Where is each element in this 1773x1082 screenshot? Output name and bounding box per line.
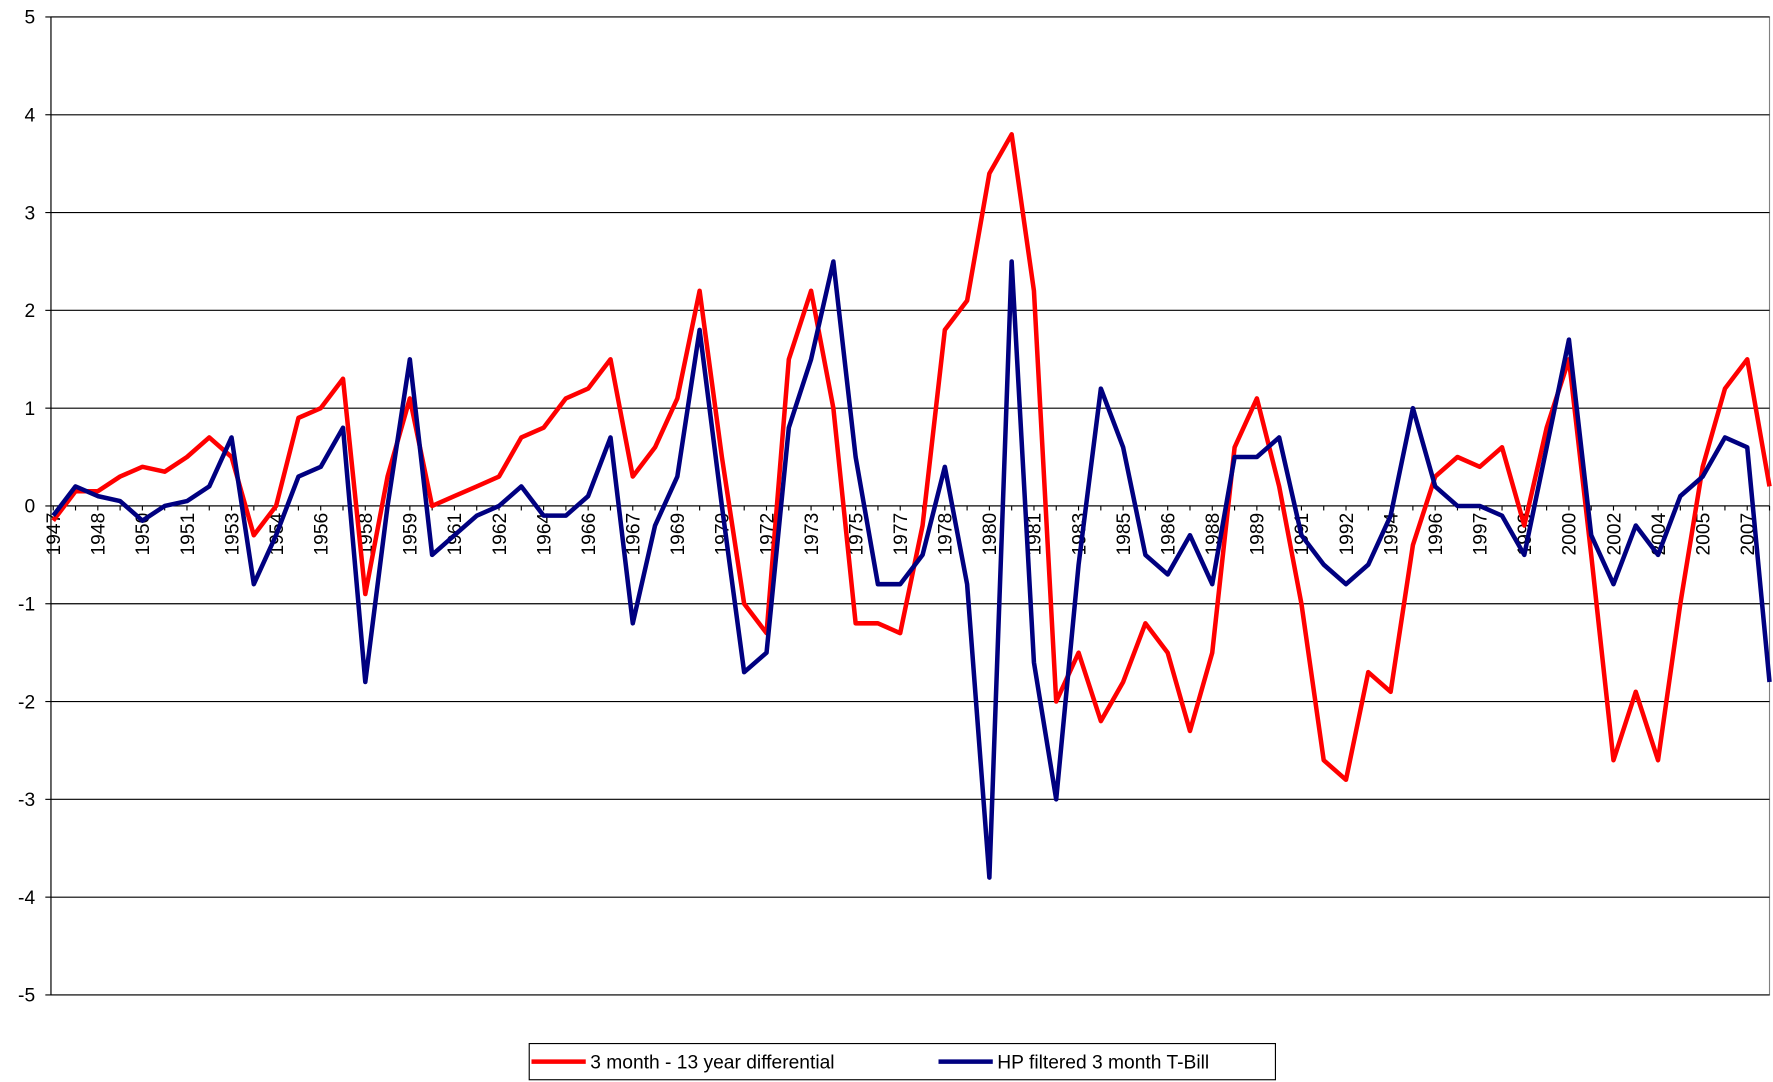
legend: 3 month - 13 year differential HP filtere…: [528, 1042, 1276, 1081]
x-tick-label: 1953: [222, 513, 243, 556]
x-tick-label: 1978: [936, 513, 957, 556]
y-tick-label: -3: [18, 790, 35, 811]
x-tick-label: 1975: [846, 513, 867, 556]
x-tick-label: 1966: [579, 513, 600, 556]
y-tick-label: 4: [24, 106, 35, 127]
x-tick-label: 1951: [178, 513, 199, 556]
x-tick-label: 1986: [1158, 513, 1179, 556]
x-tick-label: 1985: [1114, 513, 1135, 556]
x-tick-label: 1997: [1471, 513, 1492, 556]
x-tick-label: 2000: [1560, 513, 1581, 556]
x-tick-label: 1956: [311, 513, 332, 556]
y-tick-label: -2: [18, 692, 35, 713]
x-tick-label: 1980: [980, 513, 1001, 556]
y-tick-label: 3: [24, 203, 35, 224]
x-tick-label: 1947: [44, 513, 65, 556]
x-tick-label: 1992: [1337, 513, 1358, 556]
y-tick-label: -1: [18, 595, 35, 616]
y-tick-label: 2: [24, 301, 35, 322]
legend-box: [528, 1042, 1276, 1081]
x-tick-label: 2004: [1649, 512, 1670, 555]
x-tick-label: 1962: [490, 513, 511, 556]
y-tick-label: -5: [18, 986, 35, 1007]
y-tick-label: 0: [24, 497, 35, 518]
x-tick-label: 1996: [1426, 513, 1447, 556]
x-tick-label: 1950: [133, 513, 154, 556]
x-tick-label: 1969: [668, 513, 689, 556]
x-tick-label: 2002: [1604, 513, 1625, 556]
legend-label: 3 month - 13 year differential: [590, 1052, 834, 1073]
x-tick-label: 1977: [891, 513, 912, 556]
x-tick-label: 1959: [401, 513, 422, 556]
y-tick-label: 5: [24, 8, 35, 29]
x-tick-label: 2005: [1693, 513, 1714, 556]
x-tick-label: 1981: [1025, 513, 1046, 556]
x-tick-label: 1967: [624, 513, 645, 556]
x-tick-label: 1989: [1248, 513, 1269, 556]
legend-label: HP filtered 3 month T-Bill: [997, 1052, 1209, 1073]
y-tick-label: -4: [18, 888, 35, 909]
x-tick-label: 1973: [802, 513, 823, 556]
x-tick-label: 1964: [534, 512, 555, 555]
x-tick-label: 1948: [89, 513, 110, 556]
series-line: [51, 132, 1772, 783]
series-line: [51, 259, 1772, 880]
y-tick-label: 1: [24, 399, 35, 420]
